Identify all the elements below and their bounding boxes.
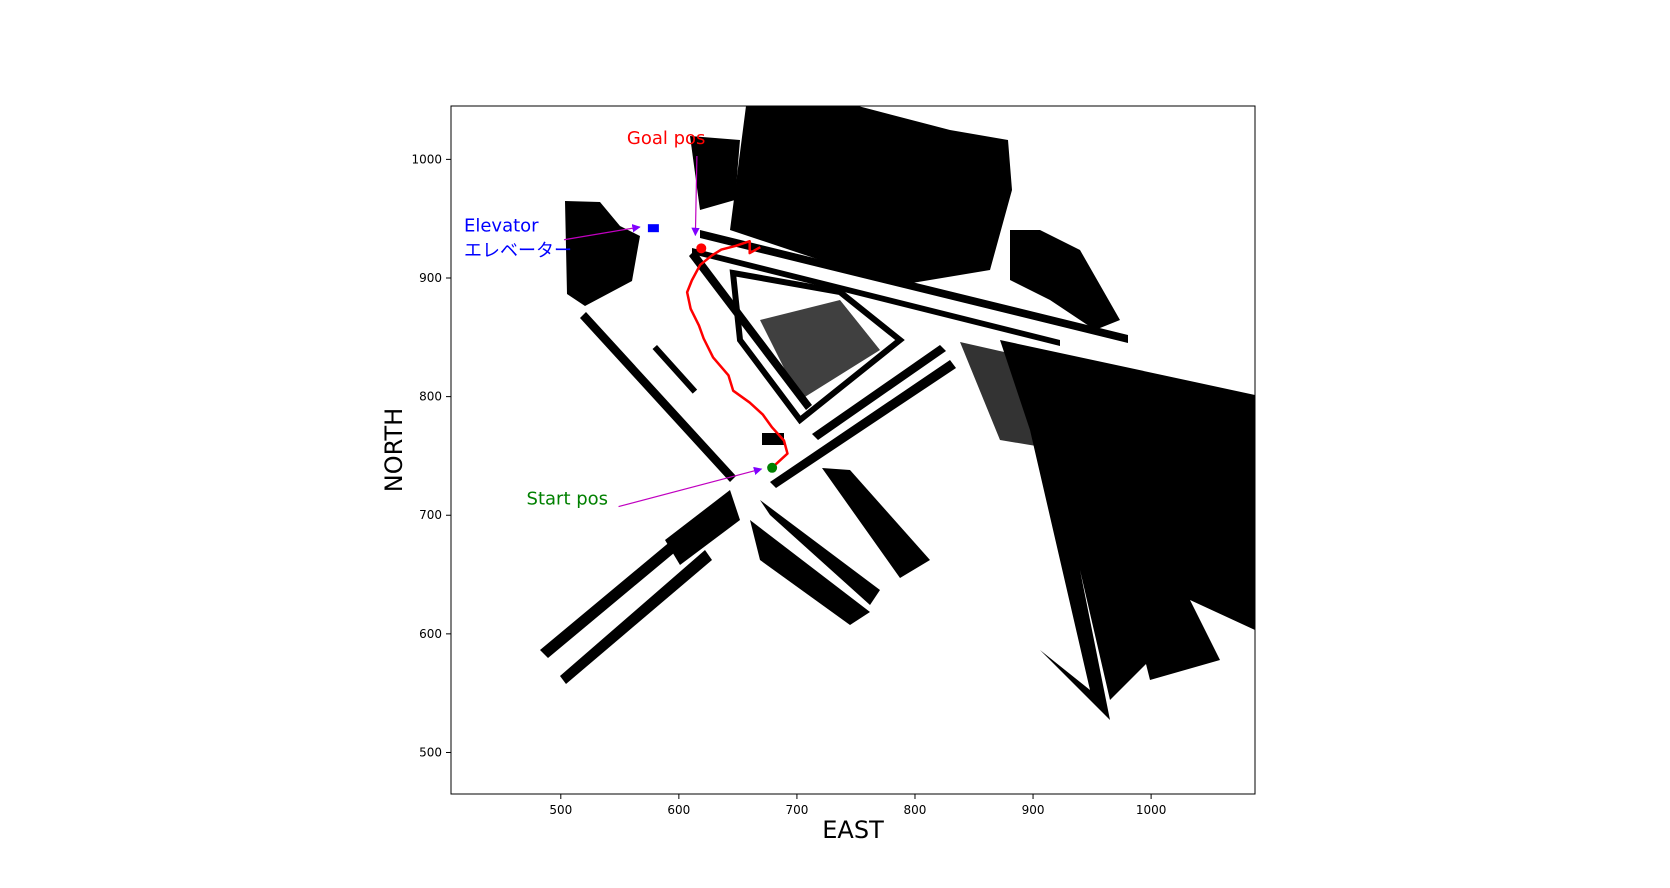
y-tick-label: 1000: [411, 152, 442, 166]
annotation-arrow-goal: [691, 155, 700, 237]
x-tick-label: 700: [785, 803, 808, 817]
y-tick-label: 800: [419, 390, 442, 404]
annotations: Goal pos Elevator エレベーター Start pos: [464, 128, 763, 510]
x-tick-label: 500: [549, 803, 572, 817]
y-ticks: 500 600 700 800 900 1000: [411, 152, 451, 759]
x-tick-label: 600: [667, 803, 690, 817]
robot-path: [685, 239, 789, 468]
elevator-marker: [647, 224, 659, 233]
annotation-arrow-start: [618, 466, 763, 508]
y-tick-label: 900: [419, 271, 442, 285]
occupancy-map: [540, 106, 1255, 720]
annotation-elevator: Elevator: [464, 216, 539, 237]
start-marker: [767, 462, 778, 473]
annotation-elevator-jp: エレベーター: [464, 241, 572, 262]
x-tick-label: 1000: [1136, 803, 1167, 817]
plot-frame: [450, 105, 1256, 795]
y-axis-label: NORTH: [380, 408, 408, 492]
goal-marker: [696, 243, 707, 254]
y-tick-label: 600: [419, 627, 442, 641]
annotation-start: Start pos: [527, 489, 609, 510]
x-tick-label: 900: [1022, 803, 1045, 817]
x-axis-label: EAST: [822, 816, 884, 844]
x-ticks: 500 600 700 800 900 1000: [549, 794, 1166, 817]
annotation-goal: Goal pos: [627, 128, 706, 149]
annotation-arrow-elevator: [563, 224, 641, 241]
x-tick-label: 800: [904, 803, 927, 817]
y-tick-label: 500: [419, 745, 442, 759]
y-tick-label: 700: [419, 508, 442, 522]
